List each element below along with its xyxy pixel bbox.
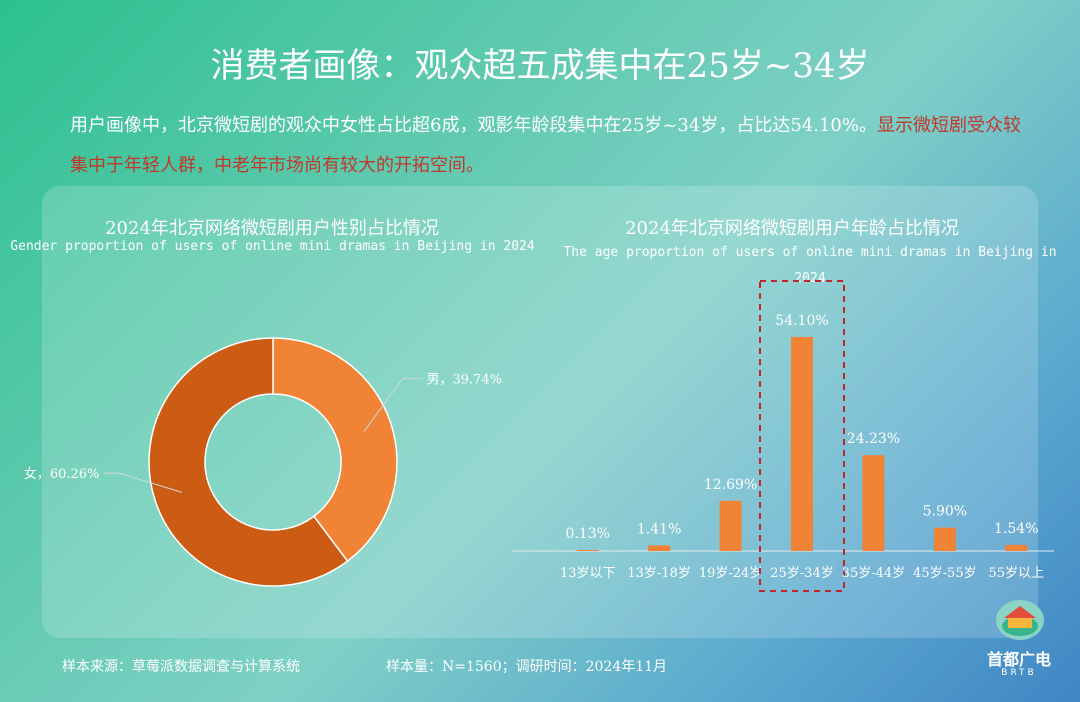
category-label-3: 25岁-34岁 — [770, 566, 833, 581]
category-label-4: 35岁-44岁 — [842, 566, 905, 581]
bar-value-label-3: 54.10% — [775, 313, 828, 329]
bar-4 — [862, 455, 884, 551]
logo-name: 首都广电 — [974, 646, 1064, 670]
bar-6 — [1005, 545, 1027, 551]
bar-value-label-0: 0.13% — [565, 526, 609, 542]
bar-3 — [791, 337, 813, 551]
bar-5 — [934, 528, 956, 551]
category-label-0: 13岁以下 — [560, 566, 616, 581]
footer-source: 样本来源：草莓派数据调查与计算系统 — [62, 656, 300, 676]
category-label-6: 55岁以上 — [989, 566, 1045, 581]
bar-value-label-5: 5.90% — [923, 504, 967, 520]
bar-1 — [648, 545, 670, 551]
category-label-1: 13岁-18岁 — [627, 566, 690, 581]
bar-value-label-1: 1.41% — [637, 521, 681, 537]
category-label-5: 45岁-55岁 — [913, 566, 976, 581]
bar-value-label-2: 12.69% — [704, 477, 757, 493]
logo-en: BRTB — [974, 668, 1064, 678]
bar-0 — [577, 550, 599, 551]
bar-2 — [720, 501, 742, 551]
bar-value-label-6: 1.54% — [994, 521, 1038, 537]
bar-value-label-4: 24.23% — [847, 431, 900, 447]
footer-sample: 样本量：N=1560；调研时间：2024年11月 — [386, 656, 667, 676]
category-label-2: 19岁-24岁 — [699, 566, 762, 581]
